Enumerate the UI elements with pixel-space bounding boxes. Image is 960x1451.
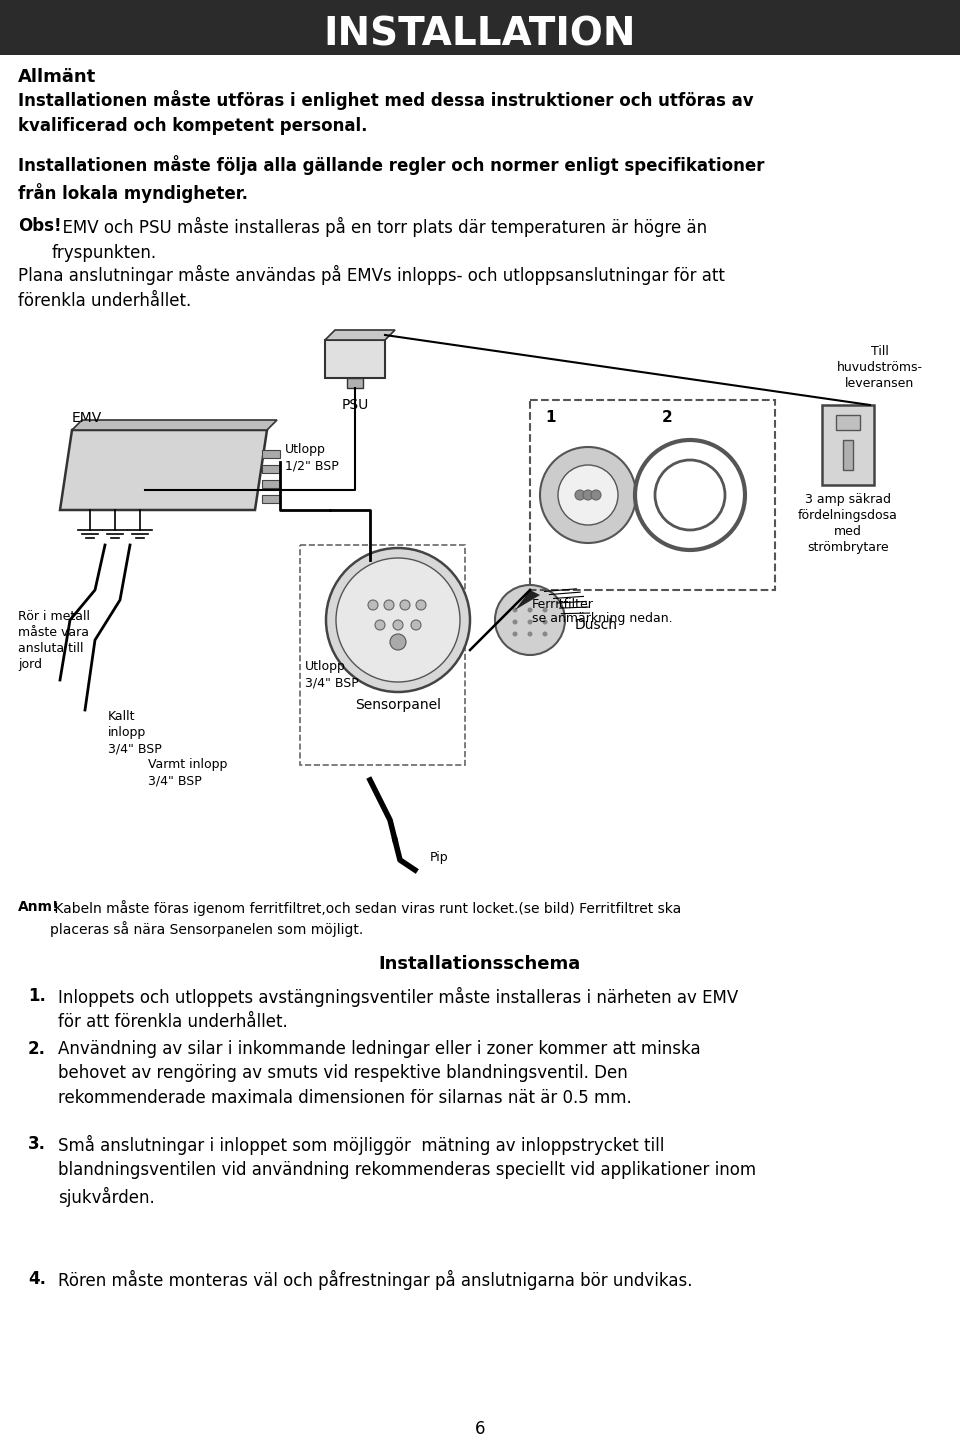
Text: Pip: Pip: [430, 852, 448, 865]
Circle shape: [583, 490, 593, 501]
Circle shape: [591, 490, 601, 501]
Text: Utlopp
1/2" BSP: Utlopp 1/2" BSP: [285, 444, 339, 473]
Text: se anmärkning nedan.: se anmärkning nedan.: [532, 612, 673, 625]
Text: 4.: 4.: [28, 1270, 46, 1288]
Text: Små anslutningar i inloppet som möjliggör  mätning av inloppstrycket till
blandn: Små anslutningar i inloppet som möjliggö…: [58, 1135, 756, 1207]
Text: Kabeln måste föras igenom ferritfiltret,och sedan viras runt locket.(se bild) Fe: Kabeln måste föras igenom ferritfiltret,…: [50, 900, 682, 937]
Circle shape: [368, 601, 378, 609]
Circle shape: [513, 620, 517, 624]
Text: Sensorpanel: Sensorpanel: [355, 698, 441, 712]
Text: Varmt inlopp
3/4" BSP: Varmt inlopp 3/4" BSP: [148, 757, 228, 786]
Circle shape: [513, 631, 517, 637]
Text: Installationen måste följa alla gällande regler och normer enligt specifikatione: Installationen måste följa alla gällande…: [18, 155, 764, 203]
Text: 1: 1: [545, 411, 556, 425]
Text: EMV och PSU måste installeras på en torr plats där temperaturen är högre än
frys: EMV och PSU måste installeras på en torr…: [52, 218, 708, 263]
Text: PSU: PSU: [342, 398, 369, 412]
Text: Allmänt: Allmänt: [18, 68, 96, 86]
Circle shape: [336, 559, 460, 682]
Circle shape: [400, 601, 410, 609]
Polygon shape: [515, 591, 540, 609]
Bar: [262, 464, 280, 473]
Circle shape: [326, 548, 470, 692]
Circle shape: [390, 634, 406, 650]
Text: INSTALLATION: INSTALLATION: [324, 16, 636, 54]
Text: Obs!: Obs!: [18, 218, 61, 235]
Circle shape: [527, 620, 533, 624]
Bar: [325, 340, 385, 379]
Text: Utlopp
3/4" BSP: Utlopp 3/4" BSP: [305, 660, 359, 689]
Text: Kallt
inlopp
3/4" BSP: Kallt inlopp 3/4" BSP: [108, 710, 161, 755]
Circle shape: [411, 620, 421, 630]
Text: Till
huvudströms-
leveransen: Till huvudströms- leveransen: [837, 345, 923, 390]
Circle shape: [575, 490, 585, 501]
Circle shape: [384, 601, 394, 609]
Circle shape: [540, 447, 636, 543]
Text: 2: 2: [662, 411, 673, 425]
Text: Rör i metall
måste vara
ansluta till
jord: Rör i metall måste vara ansluta till jor…: [18, 609, 90, 670]
Text: EMV: EMV: [72, 411, 103, 425]
Bar: [0, 0, 960, 55]
Text: Anm!: Anm!: [18, 900, 60, 914]
Circle shape: [558, 464, 618, 525]
Text: 3 amp säkrad
fördelningsdosa
med
strömbrytare: 3 amp säkrad fördelningsdosa med strömbr…: [798, 493, 898, 554]
Polygon shape: [325, 329, 395, 340]
Bar: [822, 405, 874, 485]
Circle shape: [495, 585, 565, 654]
Polygon shape: [60, 429, 267, 509]
Circle shape: [416, 601, 426, 609]
Text: Dusch: Dusch: [575, 618, 618, 633]
Text: 2.: 2.: [28, 1040, 46, 1058]
Text: Inloppets och utloppets avstängningsventiler måste installeras i närheten av EMV: Inloppets och utloppets avstängningsvent…: [58, 987, 738, 1032]
Text: Rören måste monteras väl och påfrestningar på anslutnigarna bör undvikas.: Rören måste monteras väl och påfrestning…: [58, 1270, 692, 1290]
Bar: [262, 480, 280, 488]
Text: Installationsschema: Installationsschema: [379, 955, 581, 974]
Text: 3.: 3.: [28, 1135, 46, 1154]
Bar: [347, 379, 363, 387]
Bar: [262, 450, 280, 459]
Circle shape: [513, 608, 517, 612]
Bar: [300, 546, 465, 765]
Text: Plana anslutningar måste användas på EMVs inlopps- och utloppsanslutningar för a: Plana anslutningar måste användas på EMV…: [18, 266, 725, 311]
Text: 6: 6: [475, 1421, 485, 1438]
Polygon shape: [72, 419, 277, 429]
Circle shape: [542, 631, 547, 637]
Bar: [530, 400, 775, 591]
Text: Användning av silar i inkommande ledningar eller i zoner kommer att minska
behov: Användning av silar i inkommande ledning…: [58, 1040, 701, 1107]
Bar: [262, 495, 280, 503]
Circle shape: [527, 608, 533, 612]
Text: 1.: 1.: [28, 987, 46, 1006]
Bar: [836, 415, 860, 429]
Text: Installationen måste utföras i enlighet med dessa instruktioner och utföras av
k: Installationen måste utföras i enlighet …: [18, 90, 754, 135]
Circle shape: [393, 620, 403, 630]
Bar: [843, 440, 853, 470]
Circle shape: [527, 631, 533, 637]
Circle shape: [542, 620, 547, 624]
Circle shape: [542, 608, 547, 612]
Text: Ferritfilter: Ferritfilter: [532, 598, 594, 611]
Circle shape: [375, 620, 385, 630]
